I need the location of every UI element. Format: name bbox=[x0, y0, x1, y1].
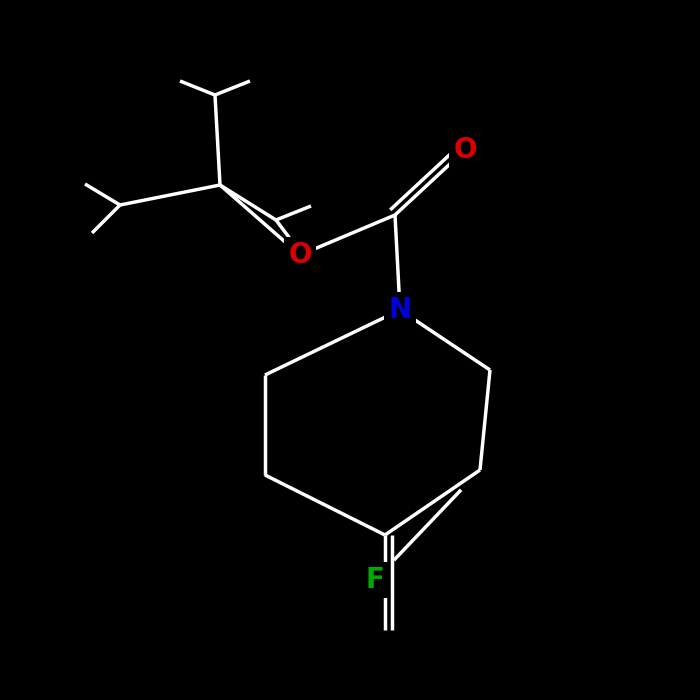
Text: O: O bbox=[454, 136, 477, 164]
Text: O: O bbox=[288, 241, 312, 269]
Text: F: F bbox=[365, 566, 384, 594]
Text: N: N bbox=[389, 296, 412, 324]
